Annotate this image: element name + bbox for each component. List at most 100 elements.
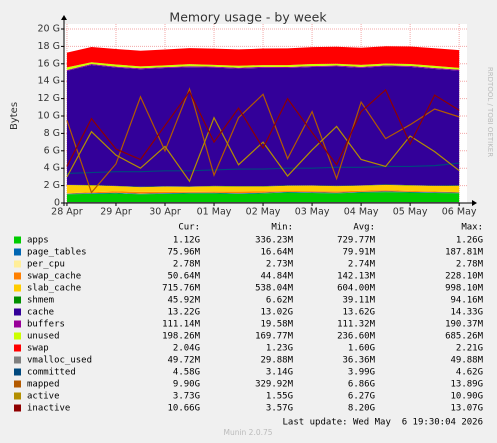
legend-value: 3.57G: [266, 404, 293, 414]
legend-value: 14.33G: [450, 308, 483, 318]
area: [66, 46, 460, 68]
legend-value: 2.73M: [266, 260, 294, 270]
legend-name: swap: [27, 344, 49, 354]
y-tick-label: 12 G: [38, 93, 60, 104]
legend-name: active: [27, 392, 60, 402]
watermark: RRDTOOL / TOBI OETIKER: [486, 67, 494, 157]
legend-value: 4.58G: [173, 368, 200, 378]
legend-header: Avg:: [353, 223, 375, 233]
last-update: Last update: Wed May 6 19:30:04 2026: [283, 418, 483, 428]
legend-value: 49.72M: [167, 356, 200, 366]
legend-value: 538.04M: [255, 284, 294, 294]
y-tick-label: 16 G: [38, 58, 60, 69]
legend-value: 13.62G: [342, 308, 375, 318]
legend-value: 715.76M: [162, 284, 201, 294]
x-tick-label: 01 May: [197, 207, 232, 218]
legend-value: 2.04G: [173, 344, 200, 354]
y-tick-label: 20 G: [38, 24, 60, 35]
legend-swatch: [14, 260, 21, 268]
legend-name: page_tables: [27, 248, 87, 258]
legend-value: 604.00M: [337, 284, 376, 294]
x-tick-label: 03 May: [295, 207, 330, 218]
legend-name: apps: [27, 236, 49, 246]
y-tick-label: 18 G: [38, 41, 60, 52]
line: [66, 116, 460, 183]
legend-value: 187.81M: [445, 248, 484, 258]
axes: 0 2 G 4 G 6 G 8 G 10 G 12 G 14 G 16 G 18 G 20 G 28 …: [38, 15, 477, 218]
legend-swatch: [14, 308, 21, 316]
legend-value: 1.23G: [266, 344, 293, 354]
legend-swatch: [14, 320, 21, 328]
legend-name: shmem: [27, 296, 54, 306]
legend-value: 45.92M: [167, 296, 200, 306]
x-tick-label: 30 Apr: [149, 207, 181, 218]
legend-value: 8.20G: [348, 404, 375, 414]
legend-header: Max:: [461, 223, 483, 233]
line: [66, 87, 460, 194]
chart-title: Memory usage - by week: [169, 10, 327, 25]
x-arrow: [472, 200, 477, 206]
legend-value: 2.74M: [348, 260, 376, 270]
legend-value: 2.78M: [173, 260, 201, 270]
legend-value: 6.27G: [348, 392, 375, 402]
legend-value: 1.55G: [266, 392, 293, 402]
legend-name: mapped: [27, 380, 60, 390]
legend-value: 6.86G: [348, 380, 375, 390]
legend-value: 1.60G: [348, 344, 375, 354]
marks: [66, 46, 460, 204]
y-tick-label: 4 G: [44, 163, 60, 174]
legend-value: 2.21G: [456, 344, 483, 354]
legend-value: 44.84M: [260, 272, 293, 282]
x-tick-label: 04 May: [344, 207, 379, 218]
area: [66, 190, 460, 194]
legend-name: slab_cache: [27, 284, 81, 294]
legend-value: 6.62M: [266, 296, 294, 306]
legend-swatch: [14, 296, 21, 304]
legend-value: 29.88M: [260, 356, 293, 366]
legend-value: 13.07G: [450, 404, 483, 414]
legend-value: 329.92M: [255, 380, 294, 390]
legend-value: 190.37M: [445, 320, 484, 330]
area: [66, 64, 460, 187]
y-axis-label: Bytes: [9, 102, 20, 130]
legend-value: 16.64M: [260, 248, 293, 258]
legend-value: 19.58M: [260, 320, 293, 330]
legend-value: 13.89G: [450, 380, 483, 390]
legend-swatch: [14, 404, 21, 412]
legend-value: 2.78M: [456, 260, 484, 270]
legend-value: 3.73G: [173, 392, 200, 402]
area: [66, 191, 460, 195]
legend-name: committed: [27, 368, 76, 378]
legend-name: per_cpu: [27, 260, 65, 270]
y-tick-label: 8 G: [44, 128, 60, 139]
area: [66, 184, 460, 194]
y-tick-label: 6 G: [44, 145, 60, 156]
legend-value: 1.12G: [173, 236, 200, 246]
legend-name: unused: [27, 332, 60, 342]
y-tick-label: 10 G: [38, 111, 60, 122]
legend-swatch: [14, 392, 21, 400]
legend-value: 36.36M: [342, 356, 375, 366]
y-tick-label: 2 G: [44, 180, 60, 191]
x-tick-label: 06 May: [442, 207, 477, 218]
legend-value: 39.11M: [342, 296, 375, 306]
x-tick-label: 28 Apr: [51, 207, 83, 218]
legend-value: 13.02G: [260, 308, 293, 318]
legend-header: Cur:: [178, 223, 200, 233]
legend-swatch: [14, 248, 21, 256]
legend-value: 10.90G: [450, 392, 483, 402]
y-arrow: [61, 15, 67, 20]
legend-swatch: [14, 344, 21, 352]
legend-value: 1.26G: [456, 236, 483, 246]
area: [66, 184, 460, 188]
legend-value: 228.10M: [445, 272, 484, 282]
legend-value: 236.60M: [337, 332, 376, 342]
legend-name: vmalloc_used: [27, 356, 92, 366]
area: [66, 63, 460, 71]
legend-value: 685.26M: [445, 332, 484, 342]
legend-value: 10.66G: [167, 404, 200, 414]
y-tick-label: 14 G: [38, 76, 60, 87]
x-tick-label: 29 Apr: [100, 207, 132, 218]
legend-value: 111.32M: [337, 320, 376, 330]
